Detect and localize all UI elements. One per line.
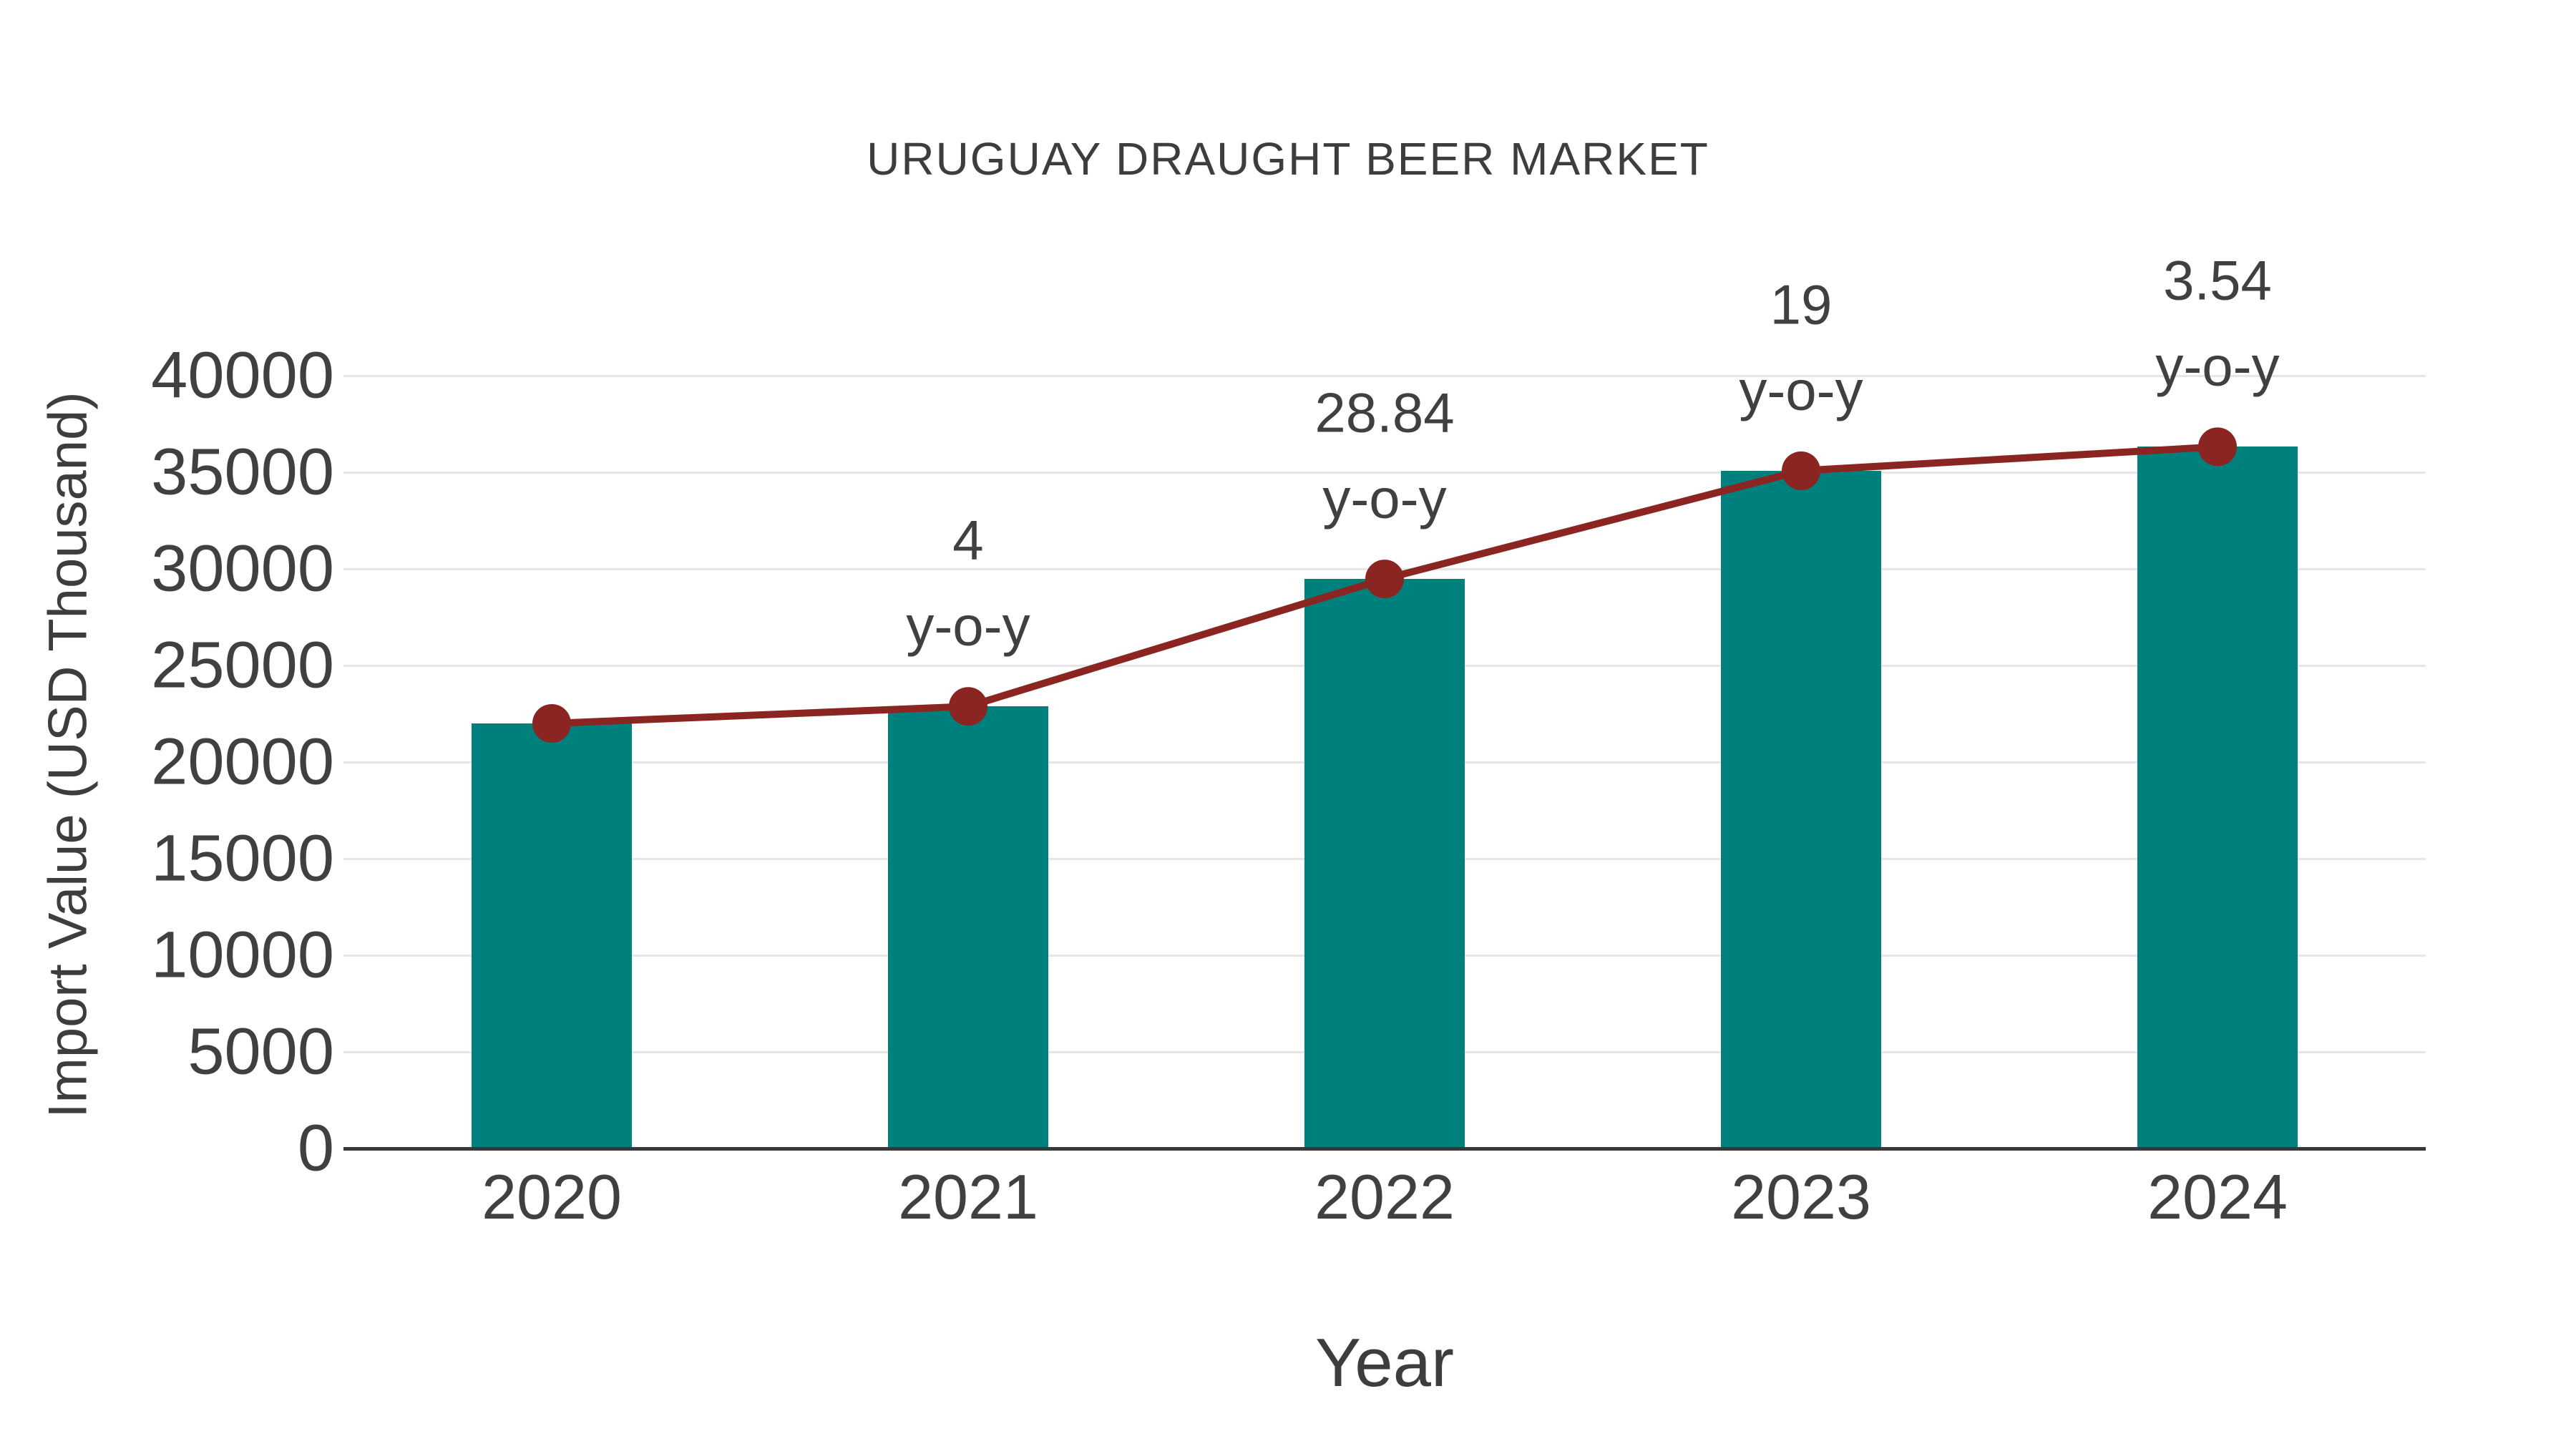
x-tick-label-2024: 2024 (2147, 1161, 2288, 1232)
y-tick-label-40000: 40000 (151, 338, 334, 412)
x-axis-title: Year (1315, 1324, 1454, 1401)
gridline-30000 (343, 568, 2426, 570)
bar-2023 (1721, 470, 1881, 1148)
annotation-2024-value: 3.54 (2163, 248, 2272, 312)
x-tick-label-2020: 2020 (482, 1161, 622, 1232)
annotation-2022-label: y-o-y (1322, 467, 1447, 530)
annotation-2022-value: 28.84 (1314, 381, 1455, 444)
bar-2021 (888, 706, 1048, 1148)
x-tick-label-2022: 2022 (1314, 1161, 1455, 1232)
y-tick-label-20000: 20000 (151, 725, 334, 799)
annotation-2024-label: y-o-y (2155, 334, 2280, 398)
y-tick-label-25000: 25000 (151, 628, 334, 702)
gridline-40000 (343, 375, 2426, 377)
x-axis-line (343, 1147, 2426, 1151)
annotation-2023-label: y-o-y (1739, 358, 1863, 422)
y-tick-label-30000: 30000 (151, 532, 334, 605)
y-tick-label-0: 0 (297, 1111, 334, 1185)
annotation-2021-label: y-o-y (906, 594, 1030, 658)
y-tick-label-15000: 15000 (151, 821, 334, 895)
bar-2022 (1304, 579, 1465, 1148)
x-tick-label-2023: 2023 (1731, 1161, 1871, 1232)
annotation-2023-value: 19 (1770, 273, 1833, 336)
y-tick-label-35000: 35000 (151, 435, 334, 509)
bar-2020 (472, 723, 632, 1148)
x-tick-label-2021: 2021 (898, 1161, 1038, 1232)
annotation-2021-value: 4 (952, 508, 984, 572)
chart-title: URUGUAY DRAUGHT BEER MARKET (867, 133, 1709, 185)
y-tick-label-10000: 10000 (151, 918, 334, 992)
y-tick-label-5000: 5000 (187, 1015, 334, 1088)
bar-2024 (2137, 447, 2298, 1148)
